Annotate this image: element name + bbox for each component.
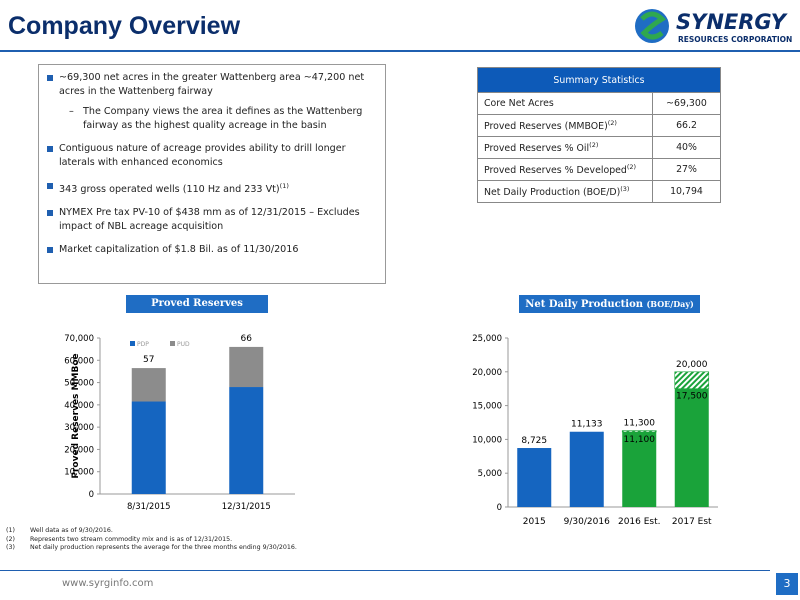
x-tick-label: 9/30/2016 bbox=[564, 517, 610, 527]
y-tick-label: 10,000 bbox=[64, 468, 94, 478]
bar bbox=[674, 388, 709, 507]
footnote: (2) Represents two stream commodity mix a… bbox=[6, 536, 306, 545]
legend-label: PUD bbox=[177, 341, 190, 348]
row-label: Net Daily Production (BOE/D) bbox=[484, 187, 621, 199]
value-label: 11,100 bbox=[624, 435, 656, 445]
table-row: Net Daily Production (BOE/D)(3) 10,794 bbox=[477, 180, 721, 203]
logo: SYNERGY RESOURCES CORPORATION bbox=[635, 9, 792, 44]
bullet-text: ~69,300 net acres in the greater Wattenb… bbox=[59, 72, 365, 97]
chart-unit: (BOE/Day) bbox=[646, 299, 694, 309]
y-tick-label: 50,000 bbox=[64, 379, 94, 389]
summary-table: Summary Statistics Core Net Acres ~69,300… bbox=[477, 67, 721, 203]
y-tick-label: 20,000 bbox=[64, 445, 94, 455]
bullet: Market capitalization of $1.8 Bil. as of… bbox=[47, 243, 377, 257]
chart-title: Net Daily Production bbox=[525, 299, 644, 310]
y-tick-label: 0 bbox=[497, 503, 502, 513]
estimate-range bbox=[621, 430, 657, 433]
bullet-text: Contiguous nature of acreage provides ab… bbox=[59, 143, 346, 168]
y-tick-label: 15,000 bbox=[472, 402, 502, 412]
footnote-text: Represents two stream commodity mix and … bbox=[30, 535, 233, 543]
footnote-text: Net daily production represents the aver… bbox=[30, 544, 297, 551]
value-label: 8,725 bbox=[521, 436, 547, 446]
bullet-text: Market capitalization of $1.8 Bil. as of… bbox=[59, 244, 299, 256]
total-label: 57 bbox=[143, 355, 154, 365]
value-label: 17,500 bbox=[676, 392, 708, 402]
x-tick-label: 2017 Est bbox=[672, 517, 712, 527]
row-label: Proved Reserves % Oil bbox=[484, 143, 590, 155]
footnote-text: Well data as of 9/30/2016. bbox=[30, 527, 113, 534]
logo-name: SYNERGY bbox=[676, 10, 788, 34]
y-tick-label: 20,000 bbox=[472, 368, 502, 378]
y-tick-label: 60,000 bbox=[64, 356, 94, 366]
slide-title: Company Overview bbox=[8, 12, 241, 40]
estimate-range bbox=[674, 371, 710, 389]
chart-title-box: Net Daily Production (BOE/Day) bbox=[519, 295, 700, 313]
bullet-text: NYMEX Pre tax PV-10 of $438 mm as of 12/… bbox=[59, 207, 360, 233]
bullet-box: ~69,300 net acres in the greater Wattenb… bbox=[38, 64, 386, 284]
note-ref: (2) bbox=[607, 118, 617, 127]
row-label: Core Net Acres bbox=[484, 98, 554, 109]
legend-label: PDP bbox=[137, 341, 149, 348]
bar bbox=[622, 431, 657, 507]
header-rule bbox=[0, 50, 800, 52]
y-tick-label: 0 bbox=[89, 490, 94, 500]
logo-sub: RESOURCES CORPORATION bbox=[678, 35, 792, 44]
footer-rule bbox=[0, 570, 770, 571]
y-tick-label: 70,000 bbox=[64, 334, 94, 344]
note-ref: (3) bbox=[620, 184, 630, 193]
legend-swatch bbox=[130, 341, 135, 346]
sub-bullet: The Company views the area it defines as… bbox=[47, 105, 377, 133]
footnotes: (1) Well data as of 9/30/2016. (2) Represen… bbox=[6, 527, 306, 553]
high-label: 11,300 bbox=[624, 419, 656, 429]
bullet: ~69,300 net acres in the greater Wattenb… bbox=[47, 71, 377, 99]
footnote-num: (2) bbox=[6, 535, 15, 543]
table-row: Proved Reserves (MMBOE)(2) 66.2 bbox=[477, 114, 721, 137]
note-ref: (2) bbox=[626, 162, 637, 171]
high-label: 20,000 bbox=[676, 360, 708, 370]
y-tick-label: 25,000 bbox=[472, 334, 502, 344]
bullet-text: 343 gross operated wells (110 Hz and 233… bbox=[59, 184, 280, 196]
x-tick-label: 2016 Est. bbox=[618, 517, 661, 527]
footnote-num: (3) bbox=[6, 544, 15, 551]
table-row: Proved Reserves % Oil(2) 40% bbox=[477, 136, 721, 159]
bar-segment bbox=[229, 346, 264, 388]
bullet: 343 gross operated wells (110 Hz and 233… bbox=[47, 179, 377, 197]
x-tick-label: 12/31/2015 bbox=[222, 502, 271, 512]
footnote: (3) Net daily production represents the a… bbox=[6, 544, 306, 553]
bar-segment bbox=[131, 401, 166, 494]
page-number: 3 bbox=[776, 573, 798, 595]
bar-segment bbox=[131, 368, 166, 402]
bullet: NYMEX Pre tax PV-10 of $438 mm as of 12/… bbox=[47, 206, 377, 234]
x-tick-label: 8/31/2015 bbox=[127, 502, 171, 512]
footnote-num: (1) bbox=[6, 527, 15, 534]
row-label: Proved Reserves (MMBOE) bbox=[484, 121, 608, 133]
chart-title: Proved Reserves bbox=[126, 295, 268, 313]
note-ref: (1) bbox=[279, 182, 289, 190]
value-label: 11,133 bbox=[571, 420, 603, 430]
bullet-text: The Company views the area it defines as… bbox=[83, 106, 363, 131]
legend-swatch bbox=[170, 341, 175, 346]
y-tick-label: 5,000 bbox=[478, 469, 502, 479]
row-value: 10,794 bbox=[652, 180, 721, 203]
total-label: 66 bbox=[241, 334, 253, 344]
bullet: Contiguous nature of acreage provides ab… bbox=[47, 142, 377, 170]
table-row: Core Net Acres ~69,300 bbox=[477, 92, 721, 115]
bar-segment bbox=[229, 387, 264, 494]
table-row: Proved Reserves % Developed(2) 27% bbox=[477, 158, 721, 181]
y-tick-label: 10,000 bbox=[472, 435, 502, 445]
y-axis-label: Proved Reserves MMBoe bbox=[71, 353, 81, 478]
bar bbox=[569, 431, 604, 507]
note-ref: (2) bbox=[589, 140, 599, 149]
y-tick-label: 40,000 bbox=[64, 401, 94, 411]
footnote: (1) Well data as of 9/30/2016. bbox=[6, 527, 306, 536]
bar bbox=[517, 448, 552, 507]
row-label: Proved Reserves % Developed bbox=[484, 165, 627, 177]
y-tick-label: 30,000 bbox=[64, 423, 94, 433]
x-tick-label: 2015 bbox=[523, 517, 546, 527]
footer-url: www.syrginfo.com bbox=[62, 578, 154, 589]
row-label-cell: Proved Reserves % Oil(2) bbox=[477, 136, 653, 159]
